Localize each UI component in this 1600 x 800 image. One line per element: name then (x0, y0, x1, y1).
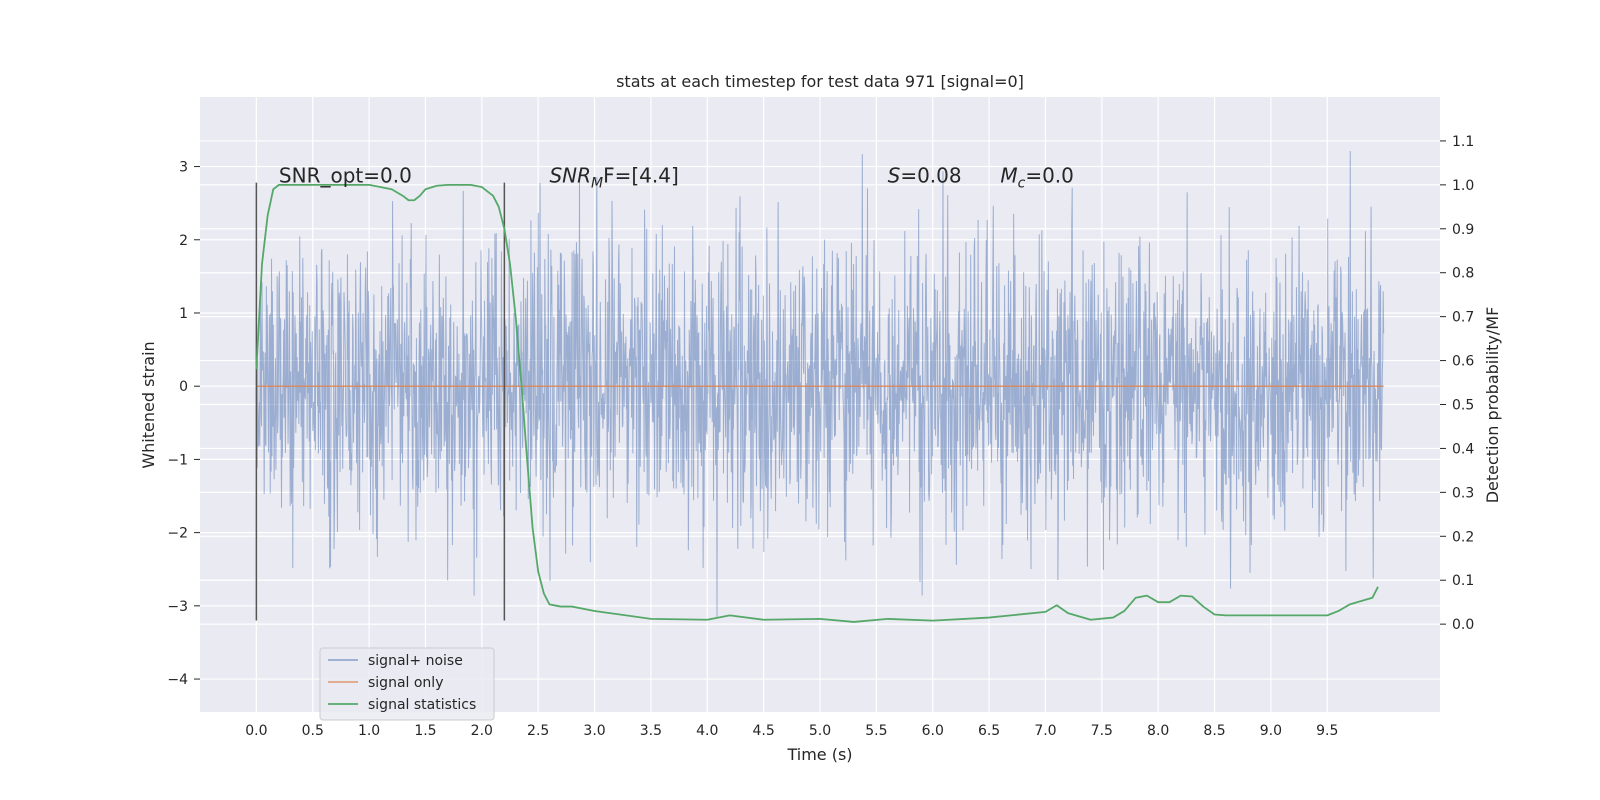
y-right-tick-label: 0.0 (1452, 617, 1474, 633)
y-right-tick-label: 0.5 (1452, 398, 1474, 414)
y-left-tick-label: −2 (167, 526, 188, 542)
y-left-tick-label: −4 (167, 672, 188, 688)
x-tick-label: 4.0 (696, 723, 718, 739)
x-tick-label: 6.0 (922, 723, 944, 739)
x-tick-label: 0.0 (245, 723, 267, 739)
y-axis-label-left: Whitened strain (139, 341, 158, 468)
y-right-tick-label: 0.2 (1452, 529, 1474, 545)
axes: 0.0 0.5 1.0 1.5 2.0 2.5 3.0 3.5 4.0 4.5 5.0 5.5 6.0 6… (167, 134, 1474, 739)
y-right-tick-label: 0.7 (1452, 310, 1474, 326)
y-left-tick-label: −3 (167, 599, 188, 615)
y-right-tick-label: 0.4 (1452, 441, 1474, 457)
x-tick-label: 2.5 (527, 723, 549, 739)
x-tick-label: 5.0 (809, 723, 831, 739)
annotation-text: SNRMF=[4.4] (549, 164, 678, 192)
x-tick-label: 9.5 (1316, 723, 1338, 739)
y-right-tick-label: 0.9 (1452, 222, 1474, 238)
y-right-tick-label: 0.6 (1452, 354, 1474, 370)
legend: signal+ noise signal only signal statistic… (319, 647, 495, 721)
x-tick-label: 3.5 (640, 723, 662, 739)
legend-label: signal statistics (368, 697, 476, 713)
annotation-text: SNR_opt=0.0 (279, 164, 412, 188)
y-right-tick-label: 1.0 (1452, 178, 1474, 194)
overlay-series (255, 182, 1384, 623)
x-tick-label: 4.5 (753, 723, 775, 739)
y-left-tick-label: 0 (179, 379, 188, 395)
x-tick-label: 1.0 (358, 723, 380, 739)
signal-statistics-line (255, 183, 1379, 623)
x-tick-label: 7.0 (1034, 723, 1056, 739)
legend-box (319, 647, 495, 721)
y-left-tick-label: 3 (179, 160, 188, 176)
annotation-text: Mc=0.0 (1000, 164, 1074, 192)
x-tick-label: 7.5 (1091, 723, 1113, 739)
annotations: SNR_opt=0.0 SNRMF=[4.4] S=0.08 Mc=0.0 (279, 164, 1074, 192)
y-right-tick-label: 0.3 (1452, 485, 1474, 501)
x-tick-label: 1.5 (414, 723, 436, 739)
y-right-tick-label: 0.1 (1452, 573, 1474, 589)
annotation-text: S=0.08 (888, 164, 962, 188)
legend-label: signal only (368, 675, 443, 691)
x-tick-label: 5.5 (865, 723, 887, 739)
x-tick-label: 2.0 (471, 723, 493, 739)
x-tick-label: 6.5 (978, 723, 1000, 739)
y-left-tick-label: 1 (179, 306, 188, 322)
x-tick-label: 3.0 (583, 723, 605, 739)
x-tick-label: 8.0 (1147, 723, 1169, 739)
y-axis-label-right: Detection probability/MF (1483, 307, 1502, 504)
y-left-tick-label: 2 (179, 233, 188, 249)
x-axis-label: Time (s) (786, 745, 852, 764)
y-right-tick-label: 0.8 (1452, 266, 1474, 282)
y-left-tick-label: −1 (167, 452, 188, 468)
x-tick-label: 9.0 (1260, 723, 1282, 739)
legend-label: signal+ noise (368, 653, 463, 669)
x-tick-label: 8.5 (1203, 723, 1225, 739)
x-tick-label: 0.5 (302, 723, 324, 739)
chart-title: stats at each timestep for test data 971… (616, 72, 1024, 91)
y-right-tick-label: 1.1 (1452, 134, 1474, 150)
signal-plus-noise-line (255, 150, 1385, 617)
signal-noise-series (255, 150, 1385, 617)
